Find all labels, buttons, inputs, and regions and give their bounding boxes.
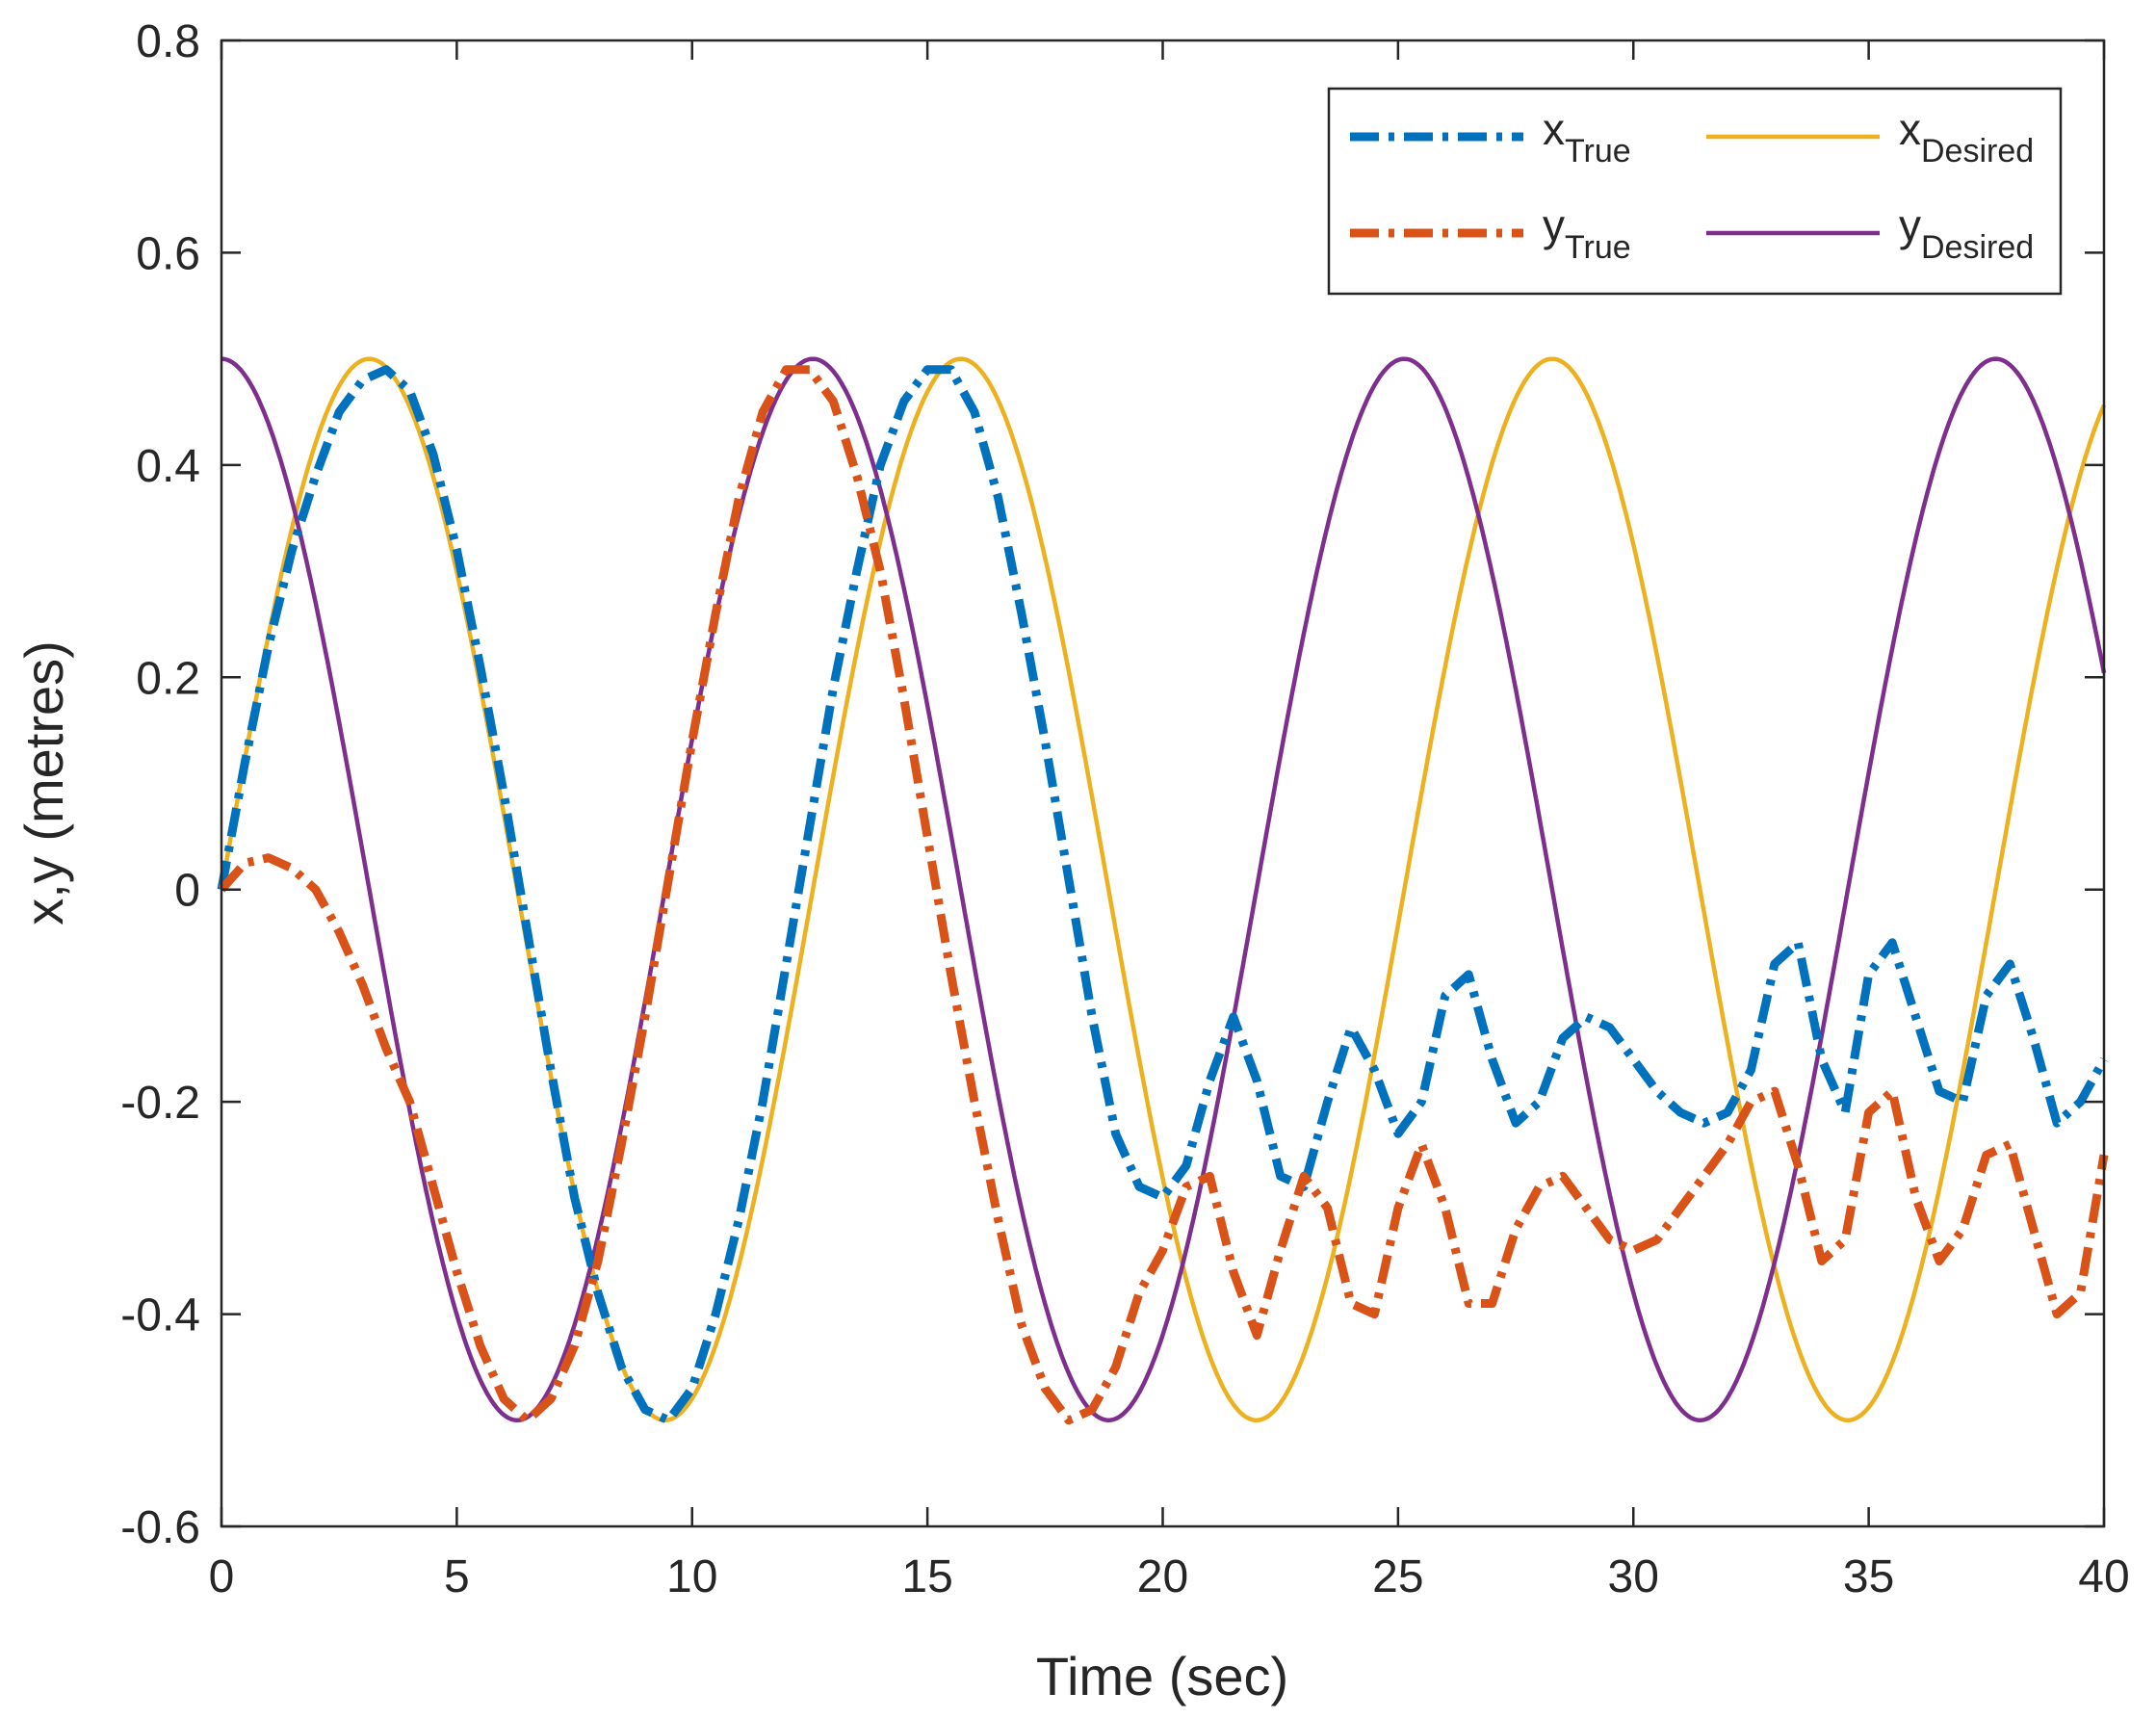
y-ticks: -0.6 -0.4 -0.2 0 0.2 0.4 0.6 0.8 [120, 16, 2104, 1553]
legend-item-y-true: yTrue [1350, 200, 1631, 266]
legend-box [1327, 87, 2063, 296]
legend-label: xTrue [1543, 104, 1631, 169]
x-axis-title: Time (sec) [1036, 1646, 1288, 1706]
x-tick-label: 25 [1372, 1551, 1423, 1602]
y-tick-label: 0.4 [136, 441, 200, 492]
legend-label: xDesired [1899, 104, 2034, 169]
y-tick-label: -0.6 [120, 1502, 200, 1553]
x-tick-label: 30 [1608, 1551, 1659, 1602]
x-tick-label: 35 [1843, 1551, 1894, 1602]
y-tick-label: -0.4 [120, 1290, 200, 1341]
x-tick-label: 20 [1137, 1551, 1188, 1602]
legend-label: yDesired [1899, 200, 2034, 266]
y-tick-label: -0.2 [120, 1078, 200, 1129]
x-tick-label: 5 [444, 1551, 470, 1602]
legend-label: yTrue [1543, 200, 1631, 266]
y-tick-label: 0.6 [136, 228, 200, 279]
series-line-y-true [218, 365, 2109, 1425]
y-tick-label: 0 [174, 866, 200, 917]
y-tick-label: 0.8 [136, 16, 200, 67]
y-axis-title: x,y (metres) [13, 640, 74, 925]
y-tick-label: 0.2 [136, 653, 200, 704]
series-layer [217, 356, 2109, 1425]
x-tick-label: 0 [209, 1551, 235, 1602]
x-tick-label: 10 [666, 1551, 717, 1602]
x-tick-label: 40 [2078, 1551, 2129, 1602]
series-line-x-true [217, 365, 2108, 1425]
legend: xTrue yTrue xDesired yDesired [1327, 87, 2063, 296]
legend-item-y-desired: yDesired [1706, 200, 2034, 266]
legend-item-x-desired: xDesired [1706, 104, 2034, 169]
legend-item-x-true: xTrue [1350, 104, 1631, 169]
x-tick-label: 15 [901, 1551, 952, 1602]
x-ticks: 0 5 10 15 20 25 30 35 40 [209, 40, 2130, 1602]
